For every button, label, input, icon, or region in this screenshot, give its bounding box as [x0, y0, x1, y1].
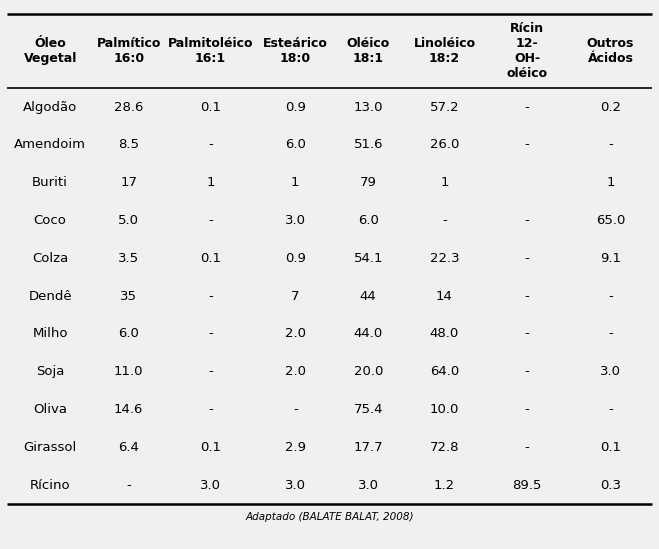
Text: 7: 7	[291, 289, 300, 302]
Text: 54.1: 54.1	[353, 252, 383, 265]
Text: 6.0: 6.0	[358, 214, 379, 227]
Text: Buriti: Buriti	[32, 176, 68, 189]
Text: -: -	[608, 289, 613, 302]
Text: 3.5: 3.5	[118, 252, 139, 265]
Text: Dendê: Dendê	[28, 289, 72, 302]
Text: Algodão: Algodão	[23, 100, 77, 114]
Text: 28.6: 28.6	[114, 100, 144, 114]
Text: Girassol: Girassol	[24, 441, 77, 453]
Text: 1: 1	[206, 176, 215, 189]
Text: 1: 1	[440, 176, 449, 189]
Text: 9.1: 9.1	[600, 252, 621, 265]
Text: 89.5: 89.5	[513, 479, 542, 491]
Text: 0.1: 0.1	[200, 100, 221, 114]
Text: 8.5: 8.5	[118, 138, 139, 152]
Text: 3.0: 3.0	[358, 479, 379, 491]
Text: 3.0: 3.0	[285, 214, 306, 227]
Text: -: -	[525, 403, 529, 416]
Text: 0.1: 0.1	[200, 441, 221, 453]
Text: -: -	[208, 289, 213, 302]
Text: -: -	[525, 214, 529, 227]
Text: Esteárico
18:0: Esteárico 18:0	[263, 37, 328, 65]
Text: -: -	[608, 403, 613, 416]
Text: 6.0: 6.0	[285, 138, 306, 152]
Text: 6.4: 6.4	[118, 441, 139, 453]
Text: 75.4: 75.4	[353, 403, 383, 416]
Text: -: -	[208, 214, 213, 227]
Text: 65.0: 65.0	[596, 214, 625, 227]
Text: 0.9: 0.9	[285, 252, 306, 265]
Text: -: -	[208, 327, 213, 340]
Text: 5.0: 5.0	[118, 214, 139, 227]
Text: Óleo
Vegetal: Óleo Vegetal	[24, 37, 77, 65]
Text: -: -	[525, 100, 529, 114]
Text: 10.0: 10.0	[430, 403, 459, 416]
Text: Outros
Ácidos: Outros Ácidos	[587, 37, 634, 65]
Text: 6.0: 6.0	[118, 327, 139, 340]
Text: Palmítico
16:0: Palmítico 16:0	[96, 37, 161, 65]
Text: 14: 14	[436, 289, 453, 302]
Text: 17.7: 17.7	[353, 441, 383, 453]
Text: 72.8: 72.8	[430, 441, 459, 453]
Text: -: -	[525, 138, 529, 152]
Text: 64.0: 64.0	[430, 365, 459, 378]
Text: Rícino: Rícino	[30, 479, 71, 491]
Text: Soja: Soja	[36, 365, 65, 378]
Text: -: -	[208, 138, 213, 152]
Text: 48.0: 48.0	[430, 327, 459, 340]
Text: 2.9: 2.9	[285, 441, 306, 453]
Text: -: -	[442, 214, 447, 227]
Text: Linoléico
18:2: Linoléico 18:2	[413, 37, 476, 65]
Text: 0.3: 0.3	[600, 479, 621, 491]
Text: 11.0: 11.0	[114, 365, 144, 378]
Text: -: -	[208, 403, 213, 416]
Text: -: -	[608, 327, 613, 340]
Text: 17: 17	[120, 176, 137, 189]
Text: -: -	[525, 441, 529, 453]
Text: -: -	[608, 138, 613, 152]
Text: 13.0: 13.0	[353, 100, 383, 114]
Text: 1.2: 1.2	[434, 479, 455, 491]
Text: 2.0: 2.0	[285, 365, 306, 378]
Text: 44: 44	[360, 289, 377, 302]
Text: Palmitoléico
16:1: Palmitoléico 16:1	[167, 37, 253, 65]
Text: 1: 1	[606, 176, 615, 189]
Text: 0.9: 0.9	[285, 100, 306, 114]
Text: Milho: Milho	[32, 327, 68, 340]
Text: 35: 35	[120, 289, 137, 302]
Text: -: -	[525, 289, 529, 302]
Text: Oliva: Oliva	[33, 403, 67, 416]
Text: Oléico
18:1: Oléico 18:1	[347, 37, 390, 65]
Text: -: -	[127, 479, 131, 491]
Text: -: -	[525, 327, 529, 340]
Text: 0.1: 0.1	[200, 252, 221, 265]
Text: -: -	[208, 365, 213, 378]
Text: 57.2: 57.2	[430, 100, 459, 114]
Text: 51.6: 51.6	[353, 138, 383, 152]
Text: 3.0: 3.0	[600, 365, 621, 378]
Text: 44.0: 44.0	[354, 327, 383, 340]
Text: -: -	[293, 403, 298, 416]
Text: 3.0: 3.0	[285, 479, 306, 491]
Text: Colza: Colza	[32, 252, 69, 265]
Text: 22.3: 22.3	[430, 252, 459, 265]
Text: 3.0: 3.0	[200, 479, 221, 491]
Text: 2.0: 2.0	[285, 327, 306, 340]
Text: -: -	[525, 365, 529, 378]
Text: Adaptado (BALATE BALAT, 2008): Adaptado (BALATE BALAT, 2008)	[245, 512, 414, 522]
Text: 0.2: 0.2	[600, 100, 621, 114]
Text: 14.6: 14.6	[114, 403, 144, 416]
Text: 1: 1	[291, 176, 300, 189]
Text: -: -	[525, 252, 529, 265]
Text: Rícin
12-
OH-
oléico: Rícin 12- OH- oléico	[507, 22, 548, 80]
Text: 0.1: 0.1	[600, 441, 621, 453]
Text: 79: 79	[360, 176, 377, 189]
Text: Coco: Coco	[34, 214, 67, 227]
Text: Amendoim: Amendoim	[14, 138, 86, 152]
Text: 20.0: 20.0	[354, 365, 383, 378]
Text: 26.0: 26.0	[430, 138, 459, 152]
